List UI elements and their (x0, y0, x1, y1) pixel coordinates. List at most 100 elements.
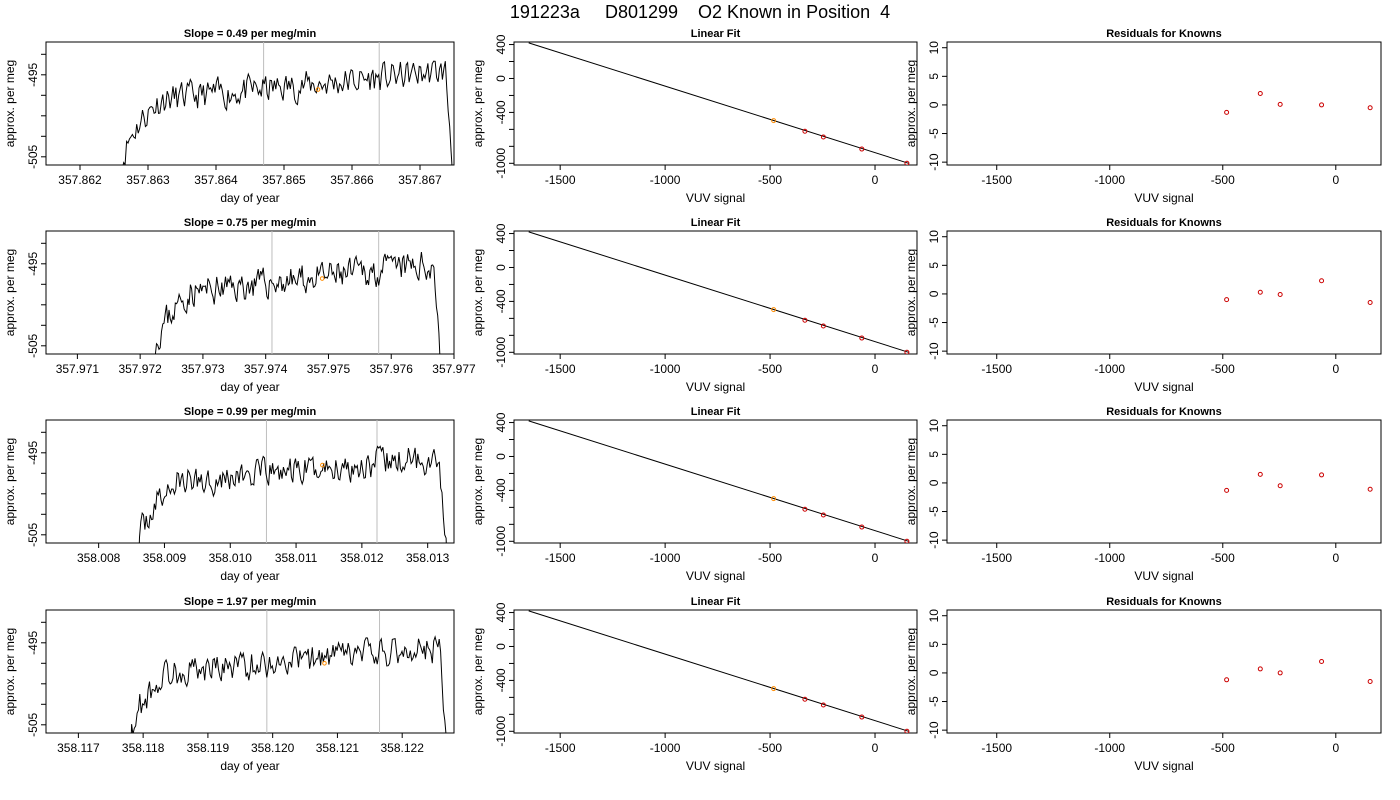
x-tick-label: 357.865 (262, 173, 306, 187)
x-tick-label: 358.118 (122, 741, 165, 755)
y-tick-label: 5 (927, 262, 941, 269)
data-point (859, 146, 865, 152)
x-tick-label: 357.864 (194, 173, 238, 187)
x-tick-label: -1000 (650, 551, 681, 565)
x-tick-label: 0 (872, 173, 879, 187)
panel-2-1: Slope = 0.75 per meg/min 357.971 357.972 35… (3, 217, 476, 394)
y-tick-label: -495 (26, 630, 40, 654)
y-tick-label: -1000 (494, 716, 508, 747)
x-axis-label: VUV signal (1134, 380, 1193, 394)
y-tick-label: -5 (927, 128, 941, 139)
y-axis-label: approx. per meg (3, 60, 17, 147)
x-axis-label: day of year (220, 759, 279, 773)
y-axis-label: approx. per meg (904, 60, 918, 147)
y-tick-label: -1000 (494, 148, 508, 179)
y-tick-label: -10 (927, 721, 941, 739)
residual-point (1367, 300, 1373, 306)
time-series-trace (138, 445, 447, 543)
plot-data (528, 610, 910, 733)
plot-data (138, 420, 447, 543)
highlight-marker (320, 462, 325, 468)
y-tick-label: -505 (26, 333, 40, 357)
y-axis-label: approx. per meg (904, 628, 918, 715)
x-axis-label: VUV signal (1134, 759, 1193, 773)
x-tick-label: 0 (1332, 741, 1339, 755)
x-tick-label: -1500 (981, 741, 1012, 755)
data-point (802, 128, 808, 134)
plot-frame (513, 230, 918, 355)
y-tick-label: 10 (927, 419, 941, 433)
x-tick-label: 357.867 (398, 173, 442, 187)
x-tick-label: -500 (758, 551, 782, 565)
plot-data (528, 231, 910, 354)
y-axis-label: approx. per meg (471, 628, 485, 715)
y-tick-label: 400 (494, 412, 508, 432)
y-axis-label: approx. per meg (3, 628, 17, 715)
data-point (859, 335, 865, 341)
y-tick-label: 10 (927, 41, 941, 55)
y-tick-label: -10 (927, 531, 941, 549)
panel-title: Linear Fit (691, 596, 741, 608)
x-tick-label: -1000 (1094, 551, 1125, 565)
data-point (802, 696, 808, 702)
x-tick-label: 357.974 (244, 362, 288, 376)
time-series-trace (154, 251, 441, 354)
y-axis-label: approx. per meg (471, 249, 485, 336)
plot-data (1224, 658, 1373, 685)
panel-4-1: Slope = 1.97 per meg/min 358.117 358.118 35… (3, 596, 455, 773)
x-tick-label: -1500 (545, 551, 576, 565)
x-tick-label: 357.977 (432, 362, 476, 376)
residual-point (1277, 483, 1283, 489)
x-tick-label: 357.971 (56, 362, 100, 376)
fit-line (528, 231, 909, 353)
panel-1-2: Linear Fit -1500 -1000 -500 0 VUV signal 400 0 -… (471, 28, 918, 205)
y-tick-label: 400 (494, 34, 508, 54)
y-tick-label: -400 (494, 478, 508, 502)
plot-data (122, 42, 453, 165)
x-tick-label: 0 (872, 741, 879, 755)
residual-point (1257, 471, 1263, 477)
residual-point (1224, 677, 1230, 683)
data-point (802, 506, 808, 512)
highlight-marker (315, 87, 321, 92)
x-tick-label: 358.120 (251, 741, 295, 755)
plot-frame (946, 609, 1382, 734)
y-tick-label: -10 (927, 342, 941, 360)
panel-3-2: Linear Fit -1500 -1000 -500 0 VUV signal 400 0 -… (471, 406, 918, 583)
plot-frame (45, 419, 455, 544)
fit-line (528, 610, 909, 732)
highlight-marker (319, 276, 325, 281)
y-axis-label: approx. per meg (904, 249, 918, 336)
residual-point (1277, 670, 1283, 676)
x-axis-label: VUV signal (686, 380, 745, 394)
y-tick-label: -495 (26, 251, 40, 275)
panel-title: Residuals for Knowns (1106, 596, 1222, 608)
y-tick-label: -400 (494, 100, 508, 124)
y-axis-label: approx. per meg (471, 438, 485, 525)
x-tick-label: -500 (1211, 741, 1235, 755)
y-tick-label: 0 (494, 453, 508, 460)
x-axis-label: day of year (220, 569, 279, 583)
x-axis-label: VUV signal (1134, 569, 1193, 583)
residual-point (1277, 292, 1283, 298)
x-tick-label: -1500 (981, 551, 1012, 565)
panel-3-1: Slope = 0.99 per meg/min 358.008 358.009 35… (3, 406, 455, 583)
x-axis-label: VUV signal (686, 569, 745, 583)
data-point (859, 714, 865, 720)
x-axis-label: day of year (220, 380, 279, 394)
data-point (904, 160, 910, 165)
residual-point (1367, 105, 1373, 111)
residual-point (1257, 289, 1263, 295)
residual-point (1367, 486, 1373, 492)
x-tick-label: 358.122 (380, 741, 424, 755)
y-axis-label: approx. per meg (3, 438, 17, 525)
data-point (904, 349, 910, 354)
x-tick-label: 358.012 (340, 551, 384, 565)
panel-title: Residuals for Knowns (1106, 406, 1222, 418)
plot-data (130, 610, 447, 733)
plot-data (154, 231, 441, 354)
residual-point (1367, 679, 1373, 685)
y-tick-label: -505 (26, 144, 40, 168)
x-tick-label: -1500 (981, 362, 1012, 376)
y-tick-label: 5 (927, 641, 941, 648)
